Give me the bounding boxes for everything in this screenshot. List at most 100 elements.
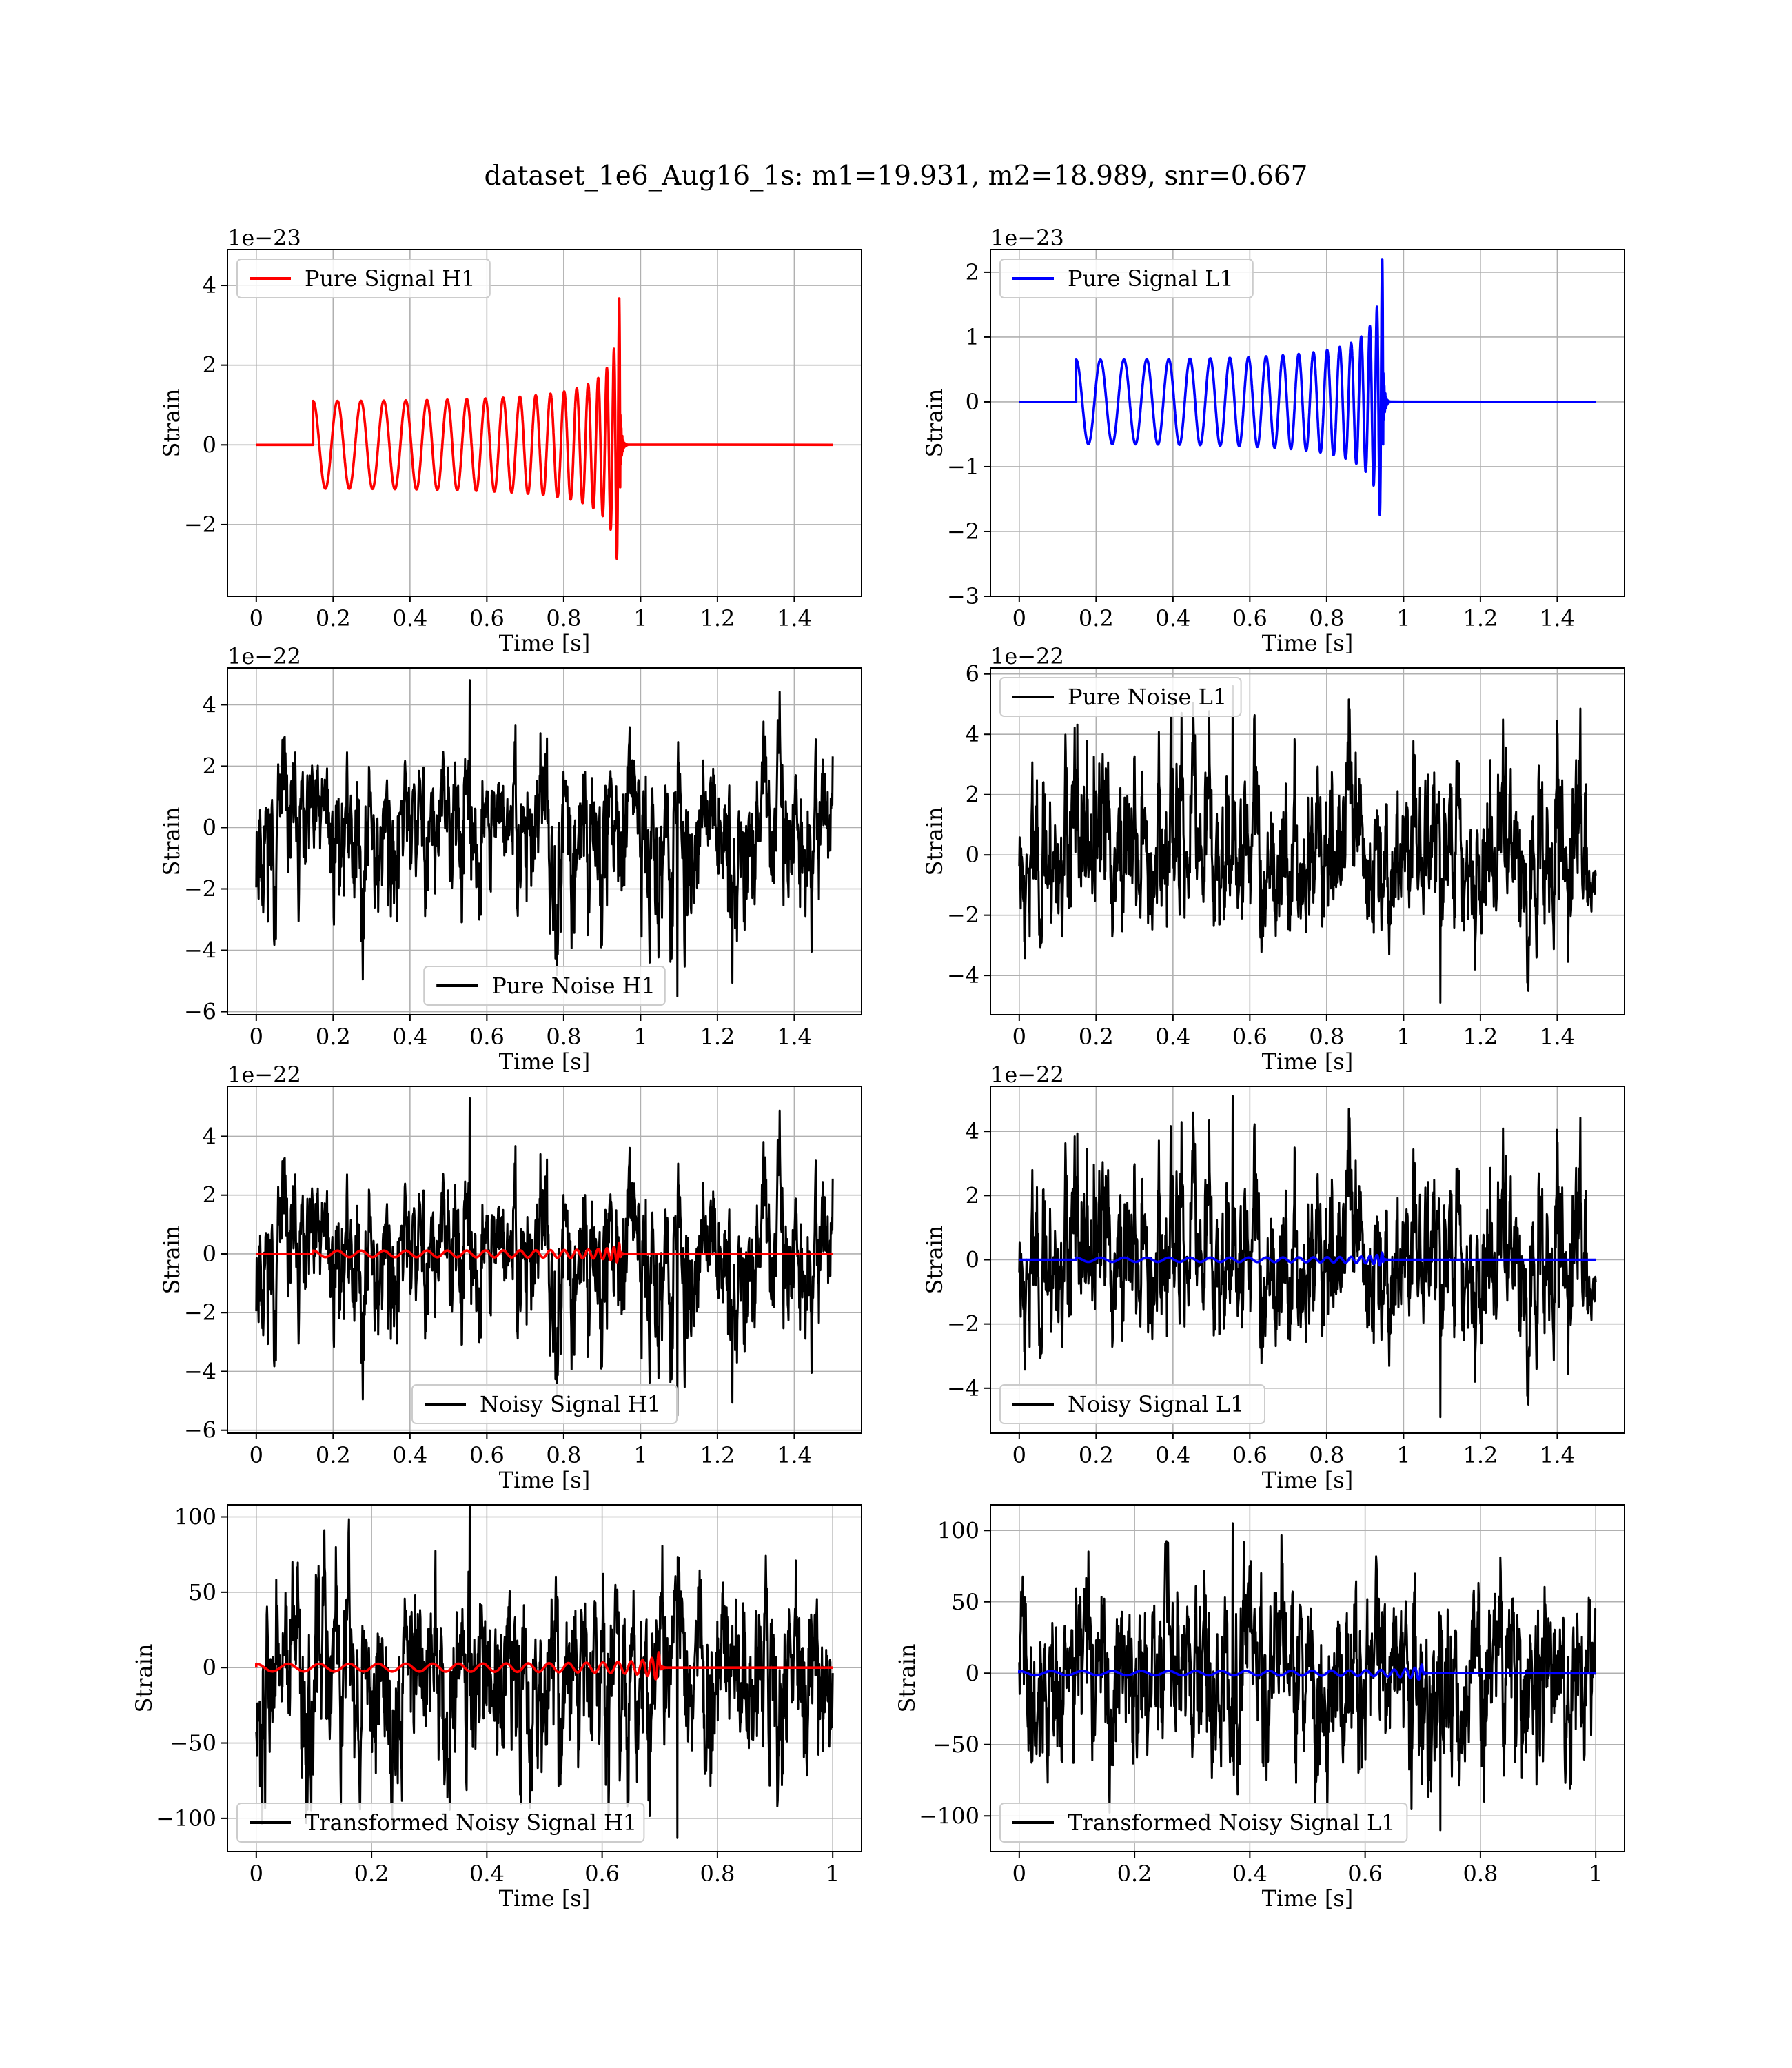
subplot-p6: 0 0.2 0.4 0.6 0.8 1 1.2 1.4 −4 −2 0 2 4 1e−22 Time [s]… (922, 1062, 1625, 1493)
y-tick-label: 2 (966, 1182, 979, 1208)
x-tick-label: 1.4 (1540, 1442, 1575, 1468)
x-tick-label: 0.2 (1117, 1861, 1152, 1887)
x-tick-label: 0.2 (1079, 1024, 1114, 1050)
x-tick-label: 0.2 (316, 605, 351, 631)
x-tick-label: 1 (633, 605, 647, 631)
legend: Pure Signal L1 (999, 258, 1254, 298)
noisy-signal-h1-line (255, 1097, 834, 1417)
x-tick-label: 0.8 (1309, 1024, 1344, 1050)
subplot-p3: 0 0.2 0.4 0.6 0.8 1 1.2 1.4 −6 −4 −2 0 2 4 1e−22 Time [… (159, 643, 862, 1075)
y-ticks: −6 −4 −2 0 2 4 (184, 1123, 227, 1443)
y-tick-label: −50 (933, 1732, 979, 1758)
y-tick-label: 0 (966, 842, 979, 868)
x-axis-label: Time [s] (499, 1048, 590, 1075)
x-axis-label: Time [s] (499, 1885, 590, 1912)
y-tick-label: −4 (184, 1358, 216, 1384)
legend-label: Noisy Signal L1 (1068, 1391, 1245, 1417)
y-tick-label: −6 (184, 1417, 216, 1443)
x-tick-label: 1 (633, 1024, 647, 1050)
x-tick-label: 0.2 (316, 1024, 351, 1050)
y-ticks: −3 −2 −1 0 1 2 (947, 259, 990, 609)
y-axis-label: Strain (159, 807, 185, 876)
y-tick-label: 50 (188, 1579, 216, 1605)
data-lines (1018, 1095, 1597, 1419)
x-tick-label: 0.4 (392, 1024, 427, 1050)
x-ticks: 0 0.2 0.4 0.6 0.8 1 1.2 1.4 (250, 596, 812, 631)
x-tick-label: 0.8 (1463, 1861, 1498, 1887)
noisy-signal-l1-line (1018, 1095, 1597, 1419)
axes-frame (990, 249, 1625, 597)
legend-label: Pure Signal L1 (1068, 265, 1234, 292)
x-tick-label: 0 (250, 1861, 263, 1887)
data-lines (256, 297, 833, 560)
x-tick-label: 0.8 (546, 1024, 581, 1050)
legend-label: Noisy Signal H1 (480, 1391, 661, 1417)
y-ticks: −4 −2 0 2 4 6 (947, 661, 990, 989)
x-tick-label: 1.2 (700, 1024, 735, 1050)
data-lines (1018, 1522, 1597, 1832)
x-tick-label: 0.2 (1079, 605, 1114, 631)
axis-offset-text: 1e−22 (990, 1062, 1064, 1088)
legend-box (236, 1803, 645, 1843)
x-tick-label: 1.4 (777, 1024, 812, 1050)
x-tick-label: 0.2 (316, 1442, 351, 1468)
x-tick-label: 0.6 (469, 605, 505, 631)
x-tick-label: 0.4 (1155, 1442, 1190, 1468)
axes-frame (990, 667, 1625, 1015)
p7-overlay-line (255, 1651, 833, 1681)
y-tick-label: −2 (184, 875, 216, 902)
x-tick-label: 0.8 (1309, 605, 1344, 631)
y-tick-label: 6 (966, 661, 979, 687)
x-tick-label: 0.2 (1079, 1442, 1114, 1468)
axis-offset-text: 1e−22 (227, 1062, 301, 1088)
x-ticks: 0 0.2 0.4 0.6 0.8 1 1.2 1.4 (1012, 1015, 1575, 1050)
axes-frame (990, 1504, 1625, 1852)
subplot-p8: 0 0.2 0.4 0.6 0.8 1 −100 −50 0 50 100 Time [s] Strai… (894, 1504, 1625, 1912)
data-lines (1018, 685, 1597, 1004)
subplot-p1: 0 0.2 0.4 0.6 0.8 1 1.2 1.4 −2 0 2 4 1e−23 Time [s] St… (159, 225, 862, 656)
y-tick-label: −3 (947, 583, 979, 609)
x-tick-label: 0.4 (392, 1442, 427, 1468)
y-axis-label: Strain (922, 1226, 948, 1295)
x-tick-label: 0 (1012, 1861, 1026, 1887)
axes-frame (227, 1504, 862, 1852)
x-tick-label: 0.6 (584, 1861, 620, 1887)
x-tick-label: 0.6 (1232, 1024, 1267, 1050)
x-tick-label: 0.6 (1232, 605, 1267, 631)
y-tick-label: 2 (966, 782, 979, 808)
x-ticks: 0 0.2 0.4 0.6 0.8 1 1.2 1.4 (1012, 596, 1575, 631)
x-tick-label: 0.4 (392, 605, 427, 631)
legend-box (999, 1803, 1408, 1843)
y-tick-label: 4 (203, 691, 216, 718)
x-tick-label: 1 (1396, 1442, 1410, 1468)
y-axis-label: Strain (159, 389, 185, 458)
axis-offset-text: 1e−23 (990, 225, 1064, 251)
grid (227, 1505, 862, 1852)
x-ticks: 0 0.2 0.4 0.6 0.8 1 1.2 1.4 (250, 1015, 812, 1050)
x-ticks: 0 0.2 0.4 0.6 0.8 1 (1012, 1852, 1602, 1887)
axes-frame (227, 249, 862, 597)
y-tick-label: −2 (947, 1311, 979, 1337)
y-ticks: −2 0 2 4 (184, 272, 227, 538)
x-axis-label: Time [s] (1262, 1467, 1353, 1493)
x-tick-label: 1.2 (1463, 1442, 1498, 1468)
axes-frame (227, 1086, 862, 1434)
y-tick-label: −2 (184, 511, 216, 538)
x-tick-label: 0.4 (469, 1861, 505, 1887)
x-tick-label: 0.8 (546, 1442, 581, 1468)
legend-box (999, 1384, 1265, 1424)
y-axis-label: Strain (131, 1644, 157, 1713)
y-axis-label: Strain (894, 1644, 920, 1713)
x-tick-label: 0.2 (354, 1861, 389, 1887)
axis-offset-text: 1e−22 (990, 643, 1064, 669)
y-ticks: −4 −2 0 2 4 (947, 1118, 990, 1401)
pure-signal-l1-line (1019, 258, 1596, 516)
x-tick-label: 0.8 (1309, 1442, 1344, 1468)
y-ticks: −100 −50 0 50 100 (919, 1517, 990, 1829)
x-tick-label: 1.4 (1540, 605, 1575, 631)
x-tick-label: 1.4 (777, 1442, 812, 1468)
x-tick-label: 1 (1396, 605, 1410, 631)
y-tick-label: 4 (966, 721, 979, 747)
p6-overlay-line (1019, 1251, 1596, 1267)
y-ticks: −100 −50 0 50 100 (156, 1503, 227, 1832)
